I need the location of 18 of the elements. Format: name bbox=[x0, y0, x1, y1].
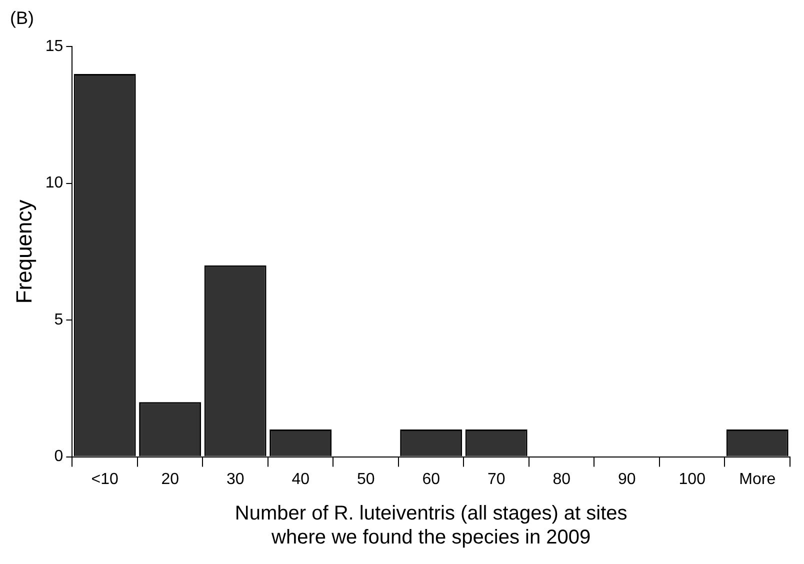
x-tick-label: 50 bbox=[356, 470, 375, 488]
x-tick-label: More bbox=[739, 470, 776, 488]
y-tick-label: 15 bbox=[45, 38, 64, 56]
x-tick-label: 30 bbox=[226, 470, 244, 488]
x-tick-label: 80 bbox=[552, 470, 571, 488]
y-tick-label: 10 bbox=[45, 174, 64, 192]
x-axis-title: Number of R. luteiventris (all stages) at sites where we found the species in 2009 bbox=[234, 502, 628, 549]
x-tick-label: <10 bbox=[91, 470, 118, 488]
x-tick-label: 60 bbox=[422, 470, 440, 488]
text: (B) bbox=[9, 8, 35, 30]
x-tick-label: 90 bbox=[618, 470, 636, 488]
y-axis-title: Frequency bbox=[11, 200, 36, 304]
x-tick-label: 70 bbox=[487, 470, 506, 488]
x-tick-label: 100 bbox=[678, 470, 706, 488]
x-tick-label: 40 bbox=[292, 470, 310, 488]
y-tick-label: 5 bbox=[54, 311, 64, 328]
y-tick-label: 0 bbox=[54, 448, 64, 466]
x-tick-label: 20 bbox=[161, 470, 180, 488]
